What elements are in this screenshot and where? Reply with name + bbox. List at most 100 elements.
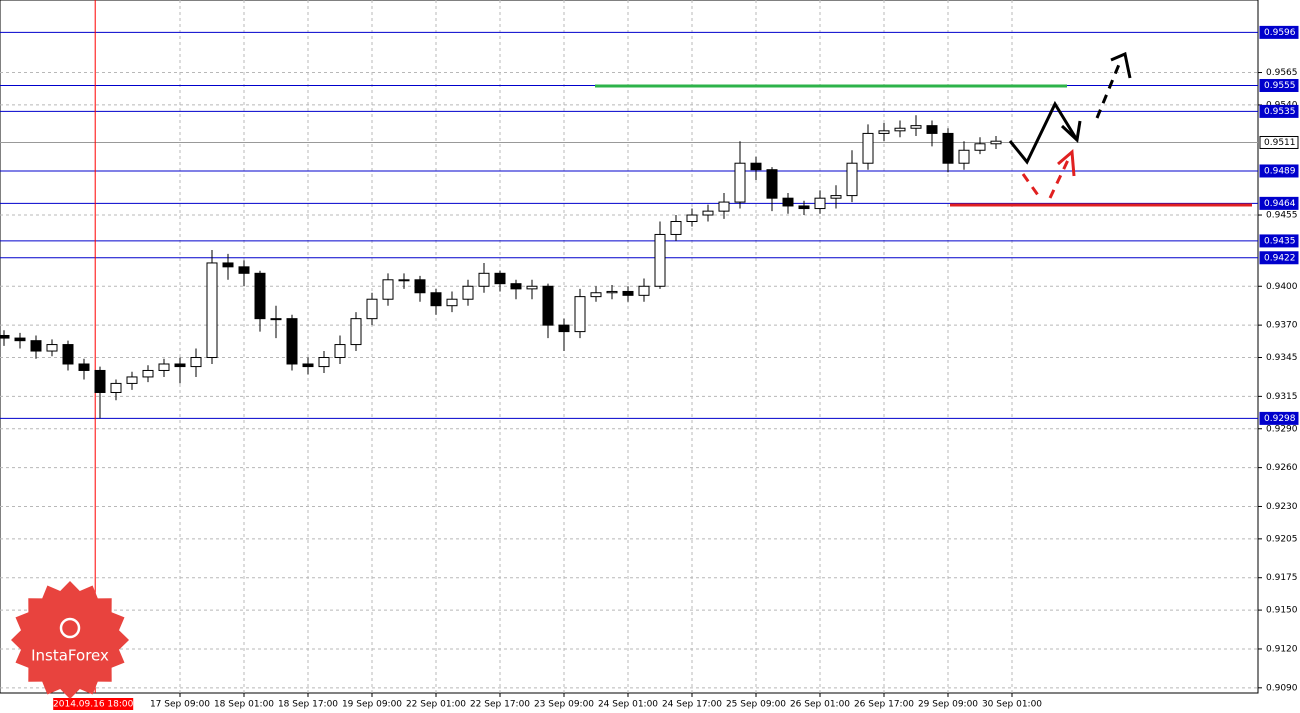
- x-tick-label: 24 Sep 01:00: [598, 700, 658, 710]
- candle-body: [958, 149, 970, 164]
- axes: 0.95650.95400.94550.94000.93700.93450.93…: [53, 25, 1299, 710]
- forecast-path: [1095, 61, 1122, 119]
- candle-body: [910, 125, 922, 129]
- arrow-head: [1060, 120, 1082, 144]
- logo-icon: [59, 617, 81, 639]
- candle-body: [590, 292, 602, 298]
- candle-body: [174, 363, 186, 368]
- candle-body: [126, 376, 138, 384]
- candle-body: [702, 210, 714, 216]
- arrow-head: [1110, 51, 1132, 79]
- candle-body: [526, 285, 538, 290]
- candle-body: [110, 382, 122, 393]
- candle-body: [222, 262, 234, 268]
- y-tick-label: 0.9345: [1266, 353, 1298, 363]
- level-label: 0.9555: [1264, 81, 1296, 91]
- candle-body: [62, 344, 74, 365]
- y-tick-label: 0.9290: [1266, 424, 1298, 434]
- candle-body: [30, 340, 42, 352]
- candle-body: [190, 357, 202, 368]
- candle-body: [750, 162, 762, 171]
- x-tick-label: 25 Sep 09:00: [726, 700, 786, 710]
- y-tick-label: 0.9230: [1266, 502, 1298, 512]
- y-tick-label: 0.9400: [1266, 282, 1298, 292]
- logo-text: InstaForex: [31, 647, 109, 665]
- level-label: 0.9596: [1264, 28, 1296, 38]
- candle-body: [398, 279, 410, 282]
- level-label-box: [1259, 251, 1299, 265]
- candles: [0, 115, 1002, 419]
- level-label-box: [1259, 196, 1299, 210]
- candle-body: [462, 285, 474, 300]
- candle-body: [766, 169, 778, 199]
- candle-body: [446, 298, 458, 307]
- time-marker-label: 2014.09.16 18:00: [53, 700, 134, 710]
- x-tick-label: 26 Sep 17:00: [854, 700, 914, 710]
- y-tick-label: 0.9205: [1266, 534, 1298, 544]
- level-label: 0.9435: [1264, 236, 1296, 246]
- candle-body: [638, 285, 650, 296]
- forecast-path: [1008, 100, 1079, 165]
- candle-body: [94, 369, 106, 393]
- y-tick-label: 0.9120: [1266, 644, 1298, 654]
- candle-body: [846, 162, 858, 197]
- candle-body: [558, 324, 570, 333]
- y-tick-label: 0.9150: [1266, 606, 1298, 616]
- candle-body: [142, 369, 154, 378]
- candle-body: [830, 195, 842, 199]
- y-tick-label: 0.9370: [1266, 321, 1298, 331]
- time-marker-box: [53, 698, 134, 710]
- candle-body: [318, 357, 330, 368]
- y-tick-label: 0.9175: [1266, 573, 1298, 583]
- candle-body: [270, 318, 282, 321]
- x-tick-label: 22 Sep 01:00: [406, 700, 466, 710]
- level-label-box: [1259, 78, 1299, 92]
- candle-body: [942, 132, 954, 164]
- alt-path: [1048, 159, 1070, 199]
- candle-body: [606, 290, 618, 294]
- arrow-head: [1057, 148, 1076, 177]
- logo-badge: [11, 581, 129, 699]
- candle-body: [414, 279, 426, 294]
- level-label-box: [1259, 25, 1299, 39]
- candle-body: [734, 162, 746, 203]
- y-tick-label: 0.9565: [1266, 68, 1298, 78]
- candle-body: [350, 318, 362, 346]
- y-tick-label: 0.9090: [1266, 683, 1298, 693]
- x-tick-label: 17 Sep 09:00: [150, 700, 210, 710]
- candle-body: [430, 292, 442, 307]
- candle-body: [302, 363, 314, 368]
- candle-body: [0, 334, 10, 339]
- candle-body: [926, 125, 938, 134]
- candle-body: [574, 296, 586, 333]
- candle-body: [14, 337, 26, 342]
- candle-body: [974, 143, 986, 151]
- candle-body: [46, 344, 58, 352]
- level-label-box: [1259, 104, 1299, 118]
- level-label-box: [1259, 135, 1299, 149]
- level-label: 0.9422: [1264, 253, 1296, 263]
- grid: [0, 0, 1258, 693]
- candle-body: [78, 363, 90, 371]
- x-tick-label: 30 Sep 01:00: [982, 700, 1042, 710]
- candle-body: [622, 290, 634, 296]
- candle-body: [334, 344, 346, 359]
- candle-body: [542, 285, 554, 326]
- candle-body: [814, 197, 826, 210]
- level-label-box: [1259, 234, 1299, 248]
- level-label-box: [1259, 411, 1299, 425]
- level-label: 0.9489: [1264, 166, 1296, 176]
- candle-body: [718, 201, 730, 212]
- x-tick-label: 24 Sep 17:00: [662, 700, 722, 710]
- x-tick-label: 26 Sep 01:00: [790, 700, 850, 710]
- candle-body: [878, 130, 890, 134]
- level-label: 0.9535: [1264, 107, 1296, 117]
- candle-body: [158, 363, 170, 371]
- y-tick-label: 0.9260: [1266, 463, 1298, 473]
- level-label: 0.9298: [1264, 414, 1296, 424]
- candle-body: [382, 279, 394, 300]
- candle-body: [686, 214, 698, 223]
- candle-body: [990, 140, 1002, 145]
